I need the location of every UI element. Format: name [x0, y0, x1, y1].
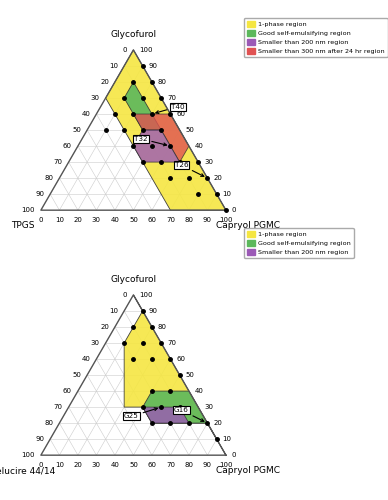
Text: 30: 30 [204, 404, 213, 410]
Text: 80: 80 [45, 420, 54, 426]
Legend: 1-phase region, Good self-emulsifying region, Smaller than 200 nm region: 1-phase region, Good self-emulsifying re… [244, 228, 354, 258]
Text: 100: 100 [21, 452, 35, 458]
Text: Glycofurol: Glycofurol [110, 275, 156, 284]
Legend: 1-phase region, Good self-emulsifying region, Smaller than 200 nm region, Smalle: 1-phase region, Good self-emulsifying re… [244, 18, 388, 58]
Text: 60: 60 [176, 356, 185, 362]
Text: 30: 30 [92, 216, 101, 222]
Text: Glycofurol: Glycofurol [110, 30, 156, 39]
Text: 90: 90 [35, 191, 44, 197]
Text: 60: 60 [176, 111, 185, 117]
Text: 40: 40 [111, 462, 120, 468]
Text: 80: 80 [45, 175, 54, 181]
Text: 50: 50 [185, 127, 194, 133]
Text: T32: T32 [134, 136, 166, 146]
Text: TPGS: TPGS [10, 222, 34, 230]
Polygon shape [133, 114, 189, 162]
Text: 70: 70 [54, 404, 63, 410]
Text: 50: 50 [129, 216, 138, 222]
Text: 100: 100 [139, 47, 153, 53]
Text: 90: 90 [203, 216, 212, 222]
Text: 40: 40 [111, 216, 120, 222]
Text: 0: 0 [123, 292, 128, 298]
Text: 10: 10 [109, 63, 118, 69]
Text: 80: 80 [158, 324, 167, 330]
Text: T40: T40 [156, 104, 185, 114]
Text: 100: 100 [219, 216, 233, 222]
Text: T26: T26 [175, 162, 204, 176]
Text: 0: 0 [123, 47, 128, 53]
Text: G25: G25 [124, 408, 157, 420]
Text: 20: 20 [100, 324, 109, 330]
Text: 20: 20 [73, 216, 82, 222]
Polygon shape [106, 50, 226, 210]
Text: 60: 60 [147, 216, 156, 222]
Text: 30: 30 [91, 95, 100, 101]
Text: 30: 30 [92, 462, 101, 468]
Text: 90: 90 [203, 462, 212, 468]
Polygon shape [124, 82, 161, 130]
Text: 10: 10 [55, 216, 64, 222]
Text: 100: 100 [139, 292, 153, 298]
Text: 80: 80 [158, 79, 167, 85]
Text: 10: 10 [223, 436, 232, 442]
Text: 60: 60 [63, 388, 72, 394]
Text: 70: 70 [166, 216, 175, 222]
Text: 20: 20 [100, 79, 109, 85]
Text: 70: 70 [167, 340, 176, 346]
Text: 40: 40 [195, 388, 204, 394]
Text: 0: 0 [39, 462, 43, 468]
Text: 40: 40 [81, 111, 90, 117]
Text: Capryol PGMC: Capryol PGMC [216, 222, 280, 230]
Text: 70: 70 [166, 462, 175, 468]
Text: 20: 20 [213, 420, 222, 426]
Text: 50: 50 [129, 462, 138, 468]
Text: 10: 10 [55, 462, 64, 468]
Text: 10: 10 [223, 191, 232, 197]
Text: 60: 60 [147, 462, 156, 468]
Text: 30: 30 [91, 340, 100, 346]
Text: 40: 40 [81, 356, 90, 362]
Text: Gelucire 44/14: Gelucire 44/14 [0, 466, 55, 475]
Text: 80: 80 [184, 216, 194, 222]
Text: 90: 90 [149, 308, 158, 314]
Text: 100: 100 [21, 207, 35, 213]
Text: G16: G16 [174, 407, 204, 422]
Text: 70: 70 [167, 95, 176, 101]
Polygon shape [143, 391, 217, 439]
Text: 100: 100 [219, 462, 233, 468]
Text: 10: 10 [109, 308, 118, 314]
Text: 50: 50 [72, 127, 81, 133]
Text: 20: 20 [213, 175, 222, 181]
Text: 20: 20 [73, 462, 82, 468]
Text: 0: 0 [39, 216, 43, 222]
Text: 30: 30 [204, 159, 213, 165]
Text: 50: 50 [72, 372, 81, 378]
Text: 0: 0 [232, 452, 236, 458]
Text: 80: 80 [184, 462, 194, 468]
Polygon shape [143, 407, 189, 423]
Text: 70: 70 [54, 159, 63, 165]
Text: Capryol PGMC: Capryol PGMC [216, 466, 280, 475]
Text: 90: 90 [35, 436, 44, 442]
Polygon shape [133, 130, 180, 162]
Text: 0: 0 [232, 207, 236, 213]
Text: 50: 50 [185, 372, 194, 378]
Text: 40: 40 [195, 143, 204, 149]
Polygon shape [124, 295, 226, 455]
Text: 60: 60 [63, 143, 72, 149]
Text: 90: 90 [149, 63, 158, 69]
